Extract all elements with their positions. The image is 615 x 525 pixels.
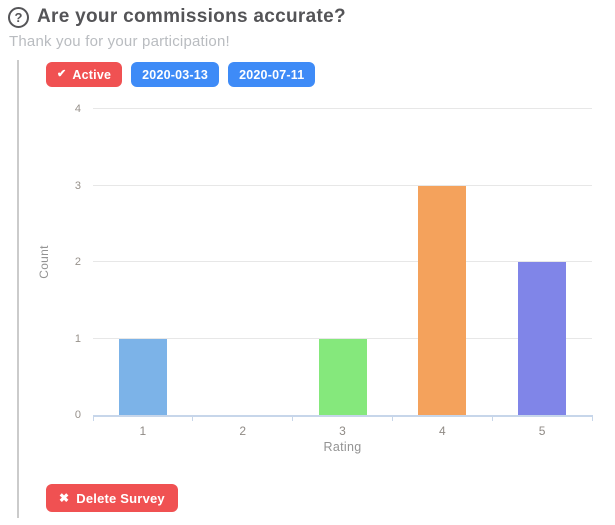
gridline-y-2: [93, 261, 592, 262]
gridline-y-4: [93, 108, 592, 109]
page-header: ? Are your commissions accurate?: [8, 6, 346, 28]
x-tick-label-3: 3: [339, 424, 346, 438]
page-subtitle: Thank you for your participation!: [9, 33, 230, 50]
start-date-badge: 2020-03-13: [131, 62, 220, 87]
y-tick-label-3: 3: [74, 179, 81, 192]
gridline-y-1: [93, 337, 592, 339]
y-tick-label-0: 0: [74, 409, 81, 421]
ratings-bar-chart: Count Rating 0 1 2 3 4 1 2 3 4 5: [37, 103, 593, 454]
x-axis-tick: [292, 415, 294, 421]
x-axis-tick: [491, 415, 493, 421]
status-badge-label: Active: [72, 67, 112, 82]
x-axis-tick: [92, 415, 94, 421]
x-tick-label-1: 1: [139, 424, 147, 438]
y-tick-label-4: 4: [74, 103, 81, 115]
x-tick-label-4: 4: [438, 424, 446, 438]
x-axis-tick: [192, 415, 194, 421]
x-icon: ✖: [59, 491, 70, 505]
bar-rating-4: [418, 185, 467, 415]
x-axis-tick: [591, 415, 593, 421]
x-axis-title: Rating: [323, 440, 362, 454]
delete-survey-label: Delete Survey: [76, 490, 165, 506]
y-tick-label-1: 1: [74, 332, 81, 345]
question-circle-icon: ?: [8, 6, 29, 28]
check-icon: ✔: [57, 68, 67, 80]
status-badge[interactable]: ✔ Active: [46, 62, 123, 87]
survey-card: ✔ Active 2020-03-13 2020-07-11 Count Rat…: [17, 60, 615, 518]
delete-survey-button[interactable]: ✖ Delete Survey: [46, 484, 178, 512]
badge-row: ✔ Active 2020-03-13 2020-07-11: [46, 62, 316, 87]
x-tick-label-5: 5: [538, 424, 546, 438]
bar-rating-5: [518, 262, 567, 415]
y-tick-label-2: 2: [74, 256, 81, 268]
end-date-badge: 2020-07-11: [228, 62, 316, 87]
x-tick-label-2: 2: [239, 424, 247, 438]
gridline-y-3: [93, 184, 592, 186]
page-title: Are your commissions accurate?: [37, 6, 346, 27]
bar-rating-3: [318, 338, 367, 415]
bar-rating-1: [118, 338, 167, 415]
y-axis-title: Count: [37, 245, 51, 279]
x-axis-tick: [391, 415, 393, 421]
